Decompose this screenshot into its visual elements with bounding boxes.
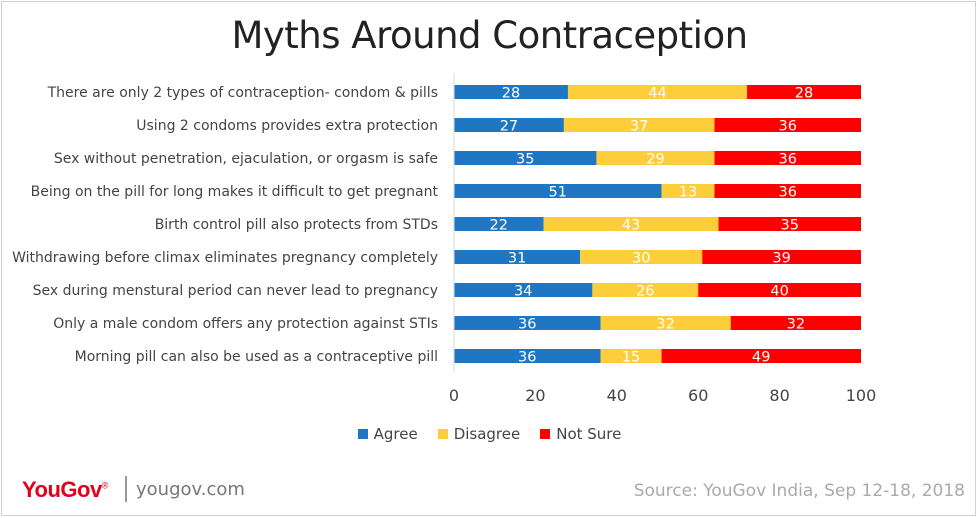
category-label: Sex without penetration, ejaculation, or… bbox=[54, 151, 438, 167]
x-tick-label: 100 bbox=[846, 386, 877, 405]
data-label-agree: 36 bbox=[518, 350, 536, 366]
x-axis: 0 20 40 60 80 100 bbox=[449, 74, 876, 405]
bar-disagree bbox=[661, 184, 715, 198]
bar-agree bbox=[454, 217, 544, 231]
source-note: Source: YouGov India, Sep 12-18, 2018 bbox=[633, 481, 965, 501]
bar-not-sure bbox=[714, 118, 861, 132]
data-label-disagree: 37 bbox=[630, 119, 648, 135]
bar-not-sure bbox=[747, 85, 861, 99]
data-label-agree: 27 bbox=[500, 119, 518, 135]
data-label-agree: 36 bbox=[518, 317, 536, 333]
bar-not-sure bbox=[718, 217, 861, 231]
data-label-disagree: 32 bbox=[656, 317, 674, 333]
x-tick-label: 80 bbox=[769, 386, 789, 405]
logo-mark: ® bbox=[101, 480, 109, 491]
data-label-agree: 35 bbox=[516, 152, 534, 168]
data-label-agree: 28 bbox=[502, 86, 520, 102]
category-label: There are only 2 types of contraception-… bbox=[47, 85, 438, 101]
data-label-disagree: 15 bbox=[622, 350, 640, 366]
bar-disagree bbox=[580, 250, 703, 264]
data-labels: 28 44 28 27 37 36 35 29 36 51 13 36 22 43 35 31 30 39 34 26… bbox=[490, 86, 814, 366]
bar-disagree bbox=[567, 85, 748, 99]
logo-text: YouGov bbox=[22, 477, 102, 502]
category-labels: There are only 2 types of contraception-… bbox=[12, 85, 438, 365]
bar-agree bbox=[454, 85, 568, 99]
footer-site: yougov.com bbox=[136, 479, 245, 500]
bar-disagree bbox=[563, 118, 715, 132]
data-label-disagree: 29 bbox=[646, 152, 664, 168]
legend-label-agree: Agree bbox=[373, 425, 418, 443]
bar-disagree bbox=[600, 349, 662, 363]
legend-swatch-not-sure bbox=[540, 429, 551, 439]
bar-disagree bbox=[600, 316, 731, 330]
category-label: Sex during menstural period can never le… bbox=[33, 283, 438, 299]
category-label: Morning pill can also be used as a contr… bbox=[75, 349, 438, 365]
bar-not-sure bbox=[730, 316, 861, 330]
chart-title: Myths Around Contraception bbox=[231, 14, 748, 57]
legend: Agree Disagree Not Sure bbox=[0, 425, 979, 443]
bar-disagree bbox=[596, 151, 715, 165]
data-label-agree: 34 bbox=[514, 284, 532, 300]
x-tick-label: 20 bbox=[525, 386, 545, 405]
bar-agree bbox=[454, 349, 601, 363]
bars bbox=[454, 85, 861, 363]
x-tick-label: 40 bbox=[607, 386, 627, 405]
data-label-not-sure: 36 bbox=[779, 185, 797, 201]
legend-swatch-disagree bbox=[437, 429, 448, 439]
data-label-not-sure: 36 bbox=[779, 119, 797, 135]
legend-item-disagree: Disagree bbox=[437, 425, 521, 443]
category-label: Only a male condom offers any protection… bbox=[53, 316, 438, 332]
data-label-disagree: 43 bbox=[622, 218, 640, 234]
data-label-agree: 31 bbox=[508, 251, 526, 267]
data-label-agree: 51 bbox=[549, 185, 567, 201]
bar-agree bbox=[454, 250, 581, 264]
bar-agree bbox=[454, 316, 601, 330]
bar-not-sure bbox=[698, 283, 861, 297]
bar-agree bbox=[454, 118, 564, 132]
category-label: Using 2 condoms provides extra protectio… bbox=[136, 118, 438, 134]
bar-disagree bbox=[543, 217, 719, 231]
bar-agree bbox=[454, 151, 597, 165]
data-label-disagree: 44 bbox=[648, 86, 666, 102]
legend-item-not-sure: Not Sure bbox=[540, 425, 621, 443]
bar-not-sure bbox=[661, 349, 861, 363]
data-label-agree: 22 bbox=[490, 218, 508, 234]
data-label-not-sure: 35 bbox=[781, 218, 799, 234]
bar-disagree bbox=[592, 283, 699, 297]
category-label: Withdrawing before climax eliminates pre… bbox=[12, 250, 438, 266]
data-label-not-sure: 36 bbox=[779, 152, 797, 168]
bar-not-sure bbox=[714, 184, 861, 198]
x-tick-label: 60 bbox=[688, 386, 708, 405]
data-label-not-sure: 28 bbox=[795, 86, 813, 102]
legend-label-not-sure: Not Sure bbox=[556, 425, 622, 443]
bar-not-sure bbox=[714, 151, 861, 165]
category-label: Being on the pill for long makes it diff… bbox=[31, 184, 439, 200]
footer-divider bbox=[125, 476, 127, 502]
data-label-disagree: 30 bbox=[632, 251, 650, 267]
data-label-not-sure: 32 bbox=[787, 317, 805, 333]
data-label-not-sure: 39 bbox=[772, 251, 790, 267]
yougov-logo: YouGov® bbox=[22, 477, 108, 503]
data-label-not-sure: 49 bbox=[752, 350, 770, 366]
legend-label-disagree: Disagree bbox=[453, 425, 521, 443]
data-label-disagree: 26 bbox=[636, 284, 654, 300]
data-label-not-sure: 40 bbox=[770, 284, 788, 300]
bar-agree bbox=[454, 184, 662, 198]
bar-not-sure bbox=[702, 250, 861, 264]
data-label-disagree: 13 bbox=[679, 185, 697, 201]
legend-item-agree: Agree bbox=[357, 425, 418, 443]
x-tick-label: 0 bbox=[449, 386, 459, 405]
legend-swatch-agree bbox=[357, 429, 368, 439]
bar-agree bbox=[454, 283, 593, 297]
category-label: Birth control pill also protects from ST… bbox=[155, 217, 438, 233]
